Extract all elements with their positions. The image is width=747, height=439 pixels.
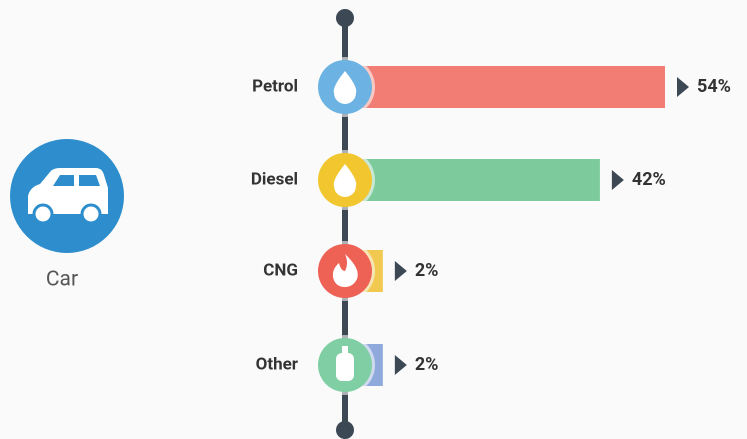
fuel-icon [315,150,375,210]
icon-glyph [333,71,357,104]
value-pointer [677,77,689,97]
group-label: Car [46,268,78,292]
axis-end [336,421,354,439]
car-icon [10,139,124,253]
value-pointer [611,170,624,190]
icon-glyph [336,353,354,381]
fuel-icon [315,241,375,301]
value-label: 2% [415,260,439,281]
bar [345,66,665,108]
value-pointer [394,261,407,281]
icon-glyph [342,346,348,353]
category-label: Diesel [251,169,298,189]
fuel-icon [315,335,375,395]
value-label: 54% [697,76,731,97]
icon-glyph [332,254,358,287]
axis-end [336,9,354,27]
value-label: 42% [632,169,666,190]
icon-glyph [333,164,357,197]
category-label: Other [256,354,299,374]
fuel-icon [315,57,375,117]
value-label: 2% [415,354,439,375]
value-pointer [394,355,407,375]
category-label: CNG [263,260,298,280]
bar [345,159,600,201]
category-label: Petrol [252,76,298,96]
